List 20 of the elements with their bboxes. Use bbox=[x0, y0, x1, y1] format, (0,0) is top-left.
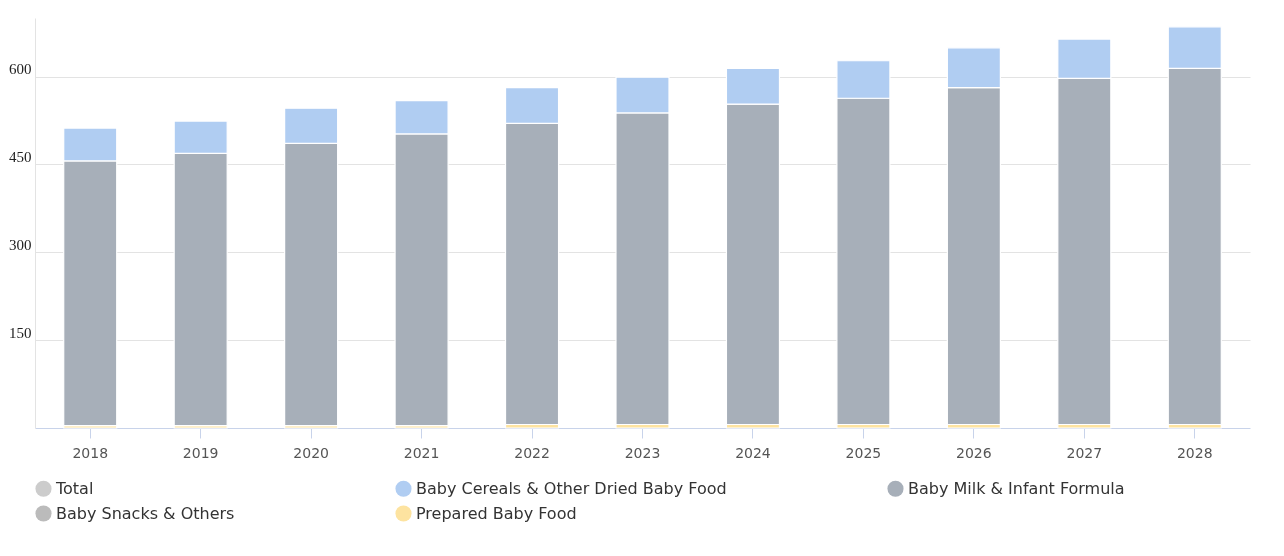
x-tick-label: 2021 bbox=[403, 444, 440, 461]
legend-label: Baby Milk & Infant Formula bbox=[908, 478, 1125, 498]
x-tick-label: 2018 bbox=[72, 444, 109, 461]
legend-label: Prepared Baby Food bbox=[416, 503, 577, 523]
x-tick-label: 2028 bbox=[1176, 444, 1213, 461]
x-tick-label: 2023 bbox=[624, 444, 661, 461]
legend-label: Baby Cereals & Other Dried Baby Food bbox=[416, 478, 727, 498]
y-tick-label: 150 bbox=[9, 324, 32, 341]
x-tick-label: 2027 bbox=[1066, 444, 1103, 461]
x-tick-label: 2022 bbox=[514, 444, 550, 461]
legend-label: Baby Snacks & Others bbox=[56, 503, 235, 523]
x-tick-label: 2025 bbox=[845, 444, 882, 461]
x-tick-label: 2019 bbox=[182, 444, 219, 461]
x-tick-label: 2024 bbox=[735, 444, 771, 461]
y-tick-label: 600 bbox=[9, 61, 32, 78]
x-tick-label: 2020 bbox=[293, 444, 329, 461]
y-tick-label: 450 bbox=[9, 148, 32, 165]
legend-label: Total bbox=[55, 478, 94, 498]
y-tick-label: 300 bbox=[9, 236, 32, 253]
x-tick-label: 2026 bbox=[956, 444, 992, 461]
